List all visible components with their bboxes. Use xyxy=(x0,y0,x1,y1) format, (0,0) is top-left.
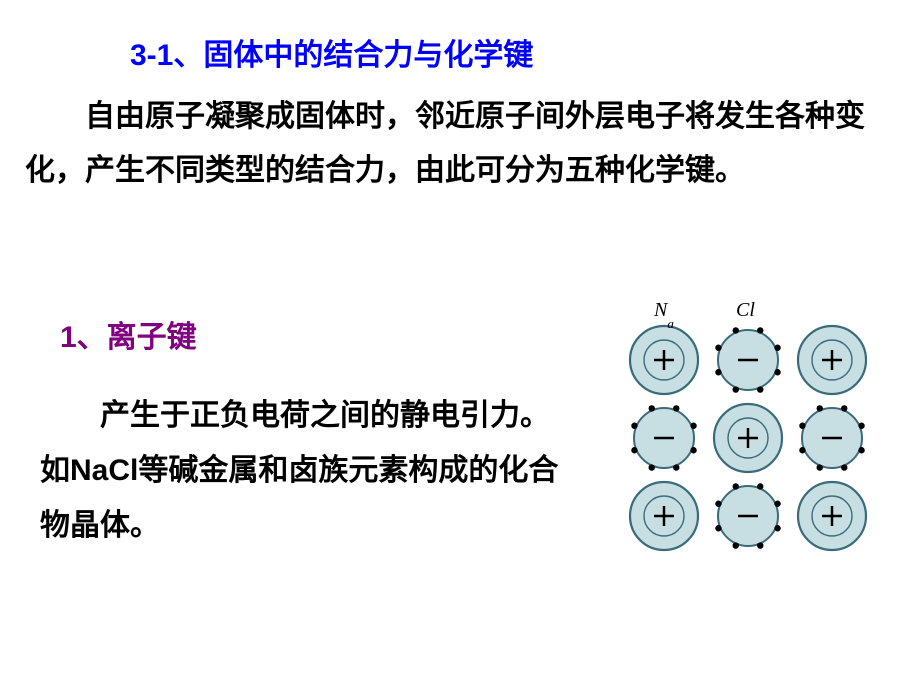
electron-dot xyxy=(757,386,763,392)
electron-dot xyxy=(733,483,739,489)
electron-dot xyxy=(817,464,823,470)
electron-dot xyxy=(631,423,637,429)
electron-dot xyxy=(733,327,739,333)
electron-dot xyxy=(631,447,637,453)
electron-dot xyxy=(817,405,823,411)
electron-dot xyxy=(858,447,864,453)
slide-page: 3-1、固体中的结合力与化学键 自由原子凝聚成固体时，邻近原子间外层电子将发生各… xyxy=(0,0,920,690)
electron-dot xyxy=(858,423,864,429)
body-paragraph: 产生于正负电荷之间的静电引力。如NaCl等碱金属和卤族元素构成的化合物晶体。 xyxy=(40,388,570,553)
electron-dot xyxy=(715,345,721,351)
electron-dot xyxy=(774,345,780,351)
label-anion: Cl xyxy=(736,299,755,321)
electron-dot xyxy=(649,464,655,470)
electron-dot xyxy=(733,542,739,548)
electron-dot xyxy=(757,327,763,333)
electron-dot xyxy=(774,369,780,375)
electron-dot xyxy=(649,405,655,411)
section-heading: 3-1、固体中的结合力与化学键 xyxy=(130,30,533,74)
intro-paragraph: 自由原子凝聚成固体时，邻近原子间外层电子将发生各种变化，产生不同类型的结合力，由… xyxy=(25,90,895,198)
electron-dot xyxy=(799,423,805,429)
electron-dot xyxy=(715,501,721,507)
electron-dot xyxy=(733,386,739,392)
electron-dot xyxy=(799,447,805,453)
electron-dot xyxy=(774,525,780,531)
electron-dot xyxy=(690,447,696,453)
electron-dot xyxy=(715,525,721,531)
electron-dot xyxy=(673,464,679,470)
electron-dot xyxy=(757,542,763,548)
subsection-heading: 1、离子键 xyxy=(60,312,197,356)
electron-dot xyxy=(715,369,721,375)
electron-dot xyxy=(774,501,780,507)
electron-dot xyxy=(690,423,696,429)
electron-dot xyxy=(673,405,679,411)
electron-dot xyxy=(841,464,847,470)
ionic-lattice-diagram: NaCl xyxy=(610,290,890,580)
electron-dot xyxy=(841,405,847,411)
electron-dot xyxy=(757,483,763,489)
